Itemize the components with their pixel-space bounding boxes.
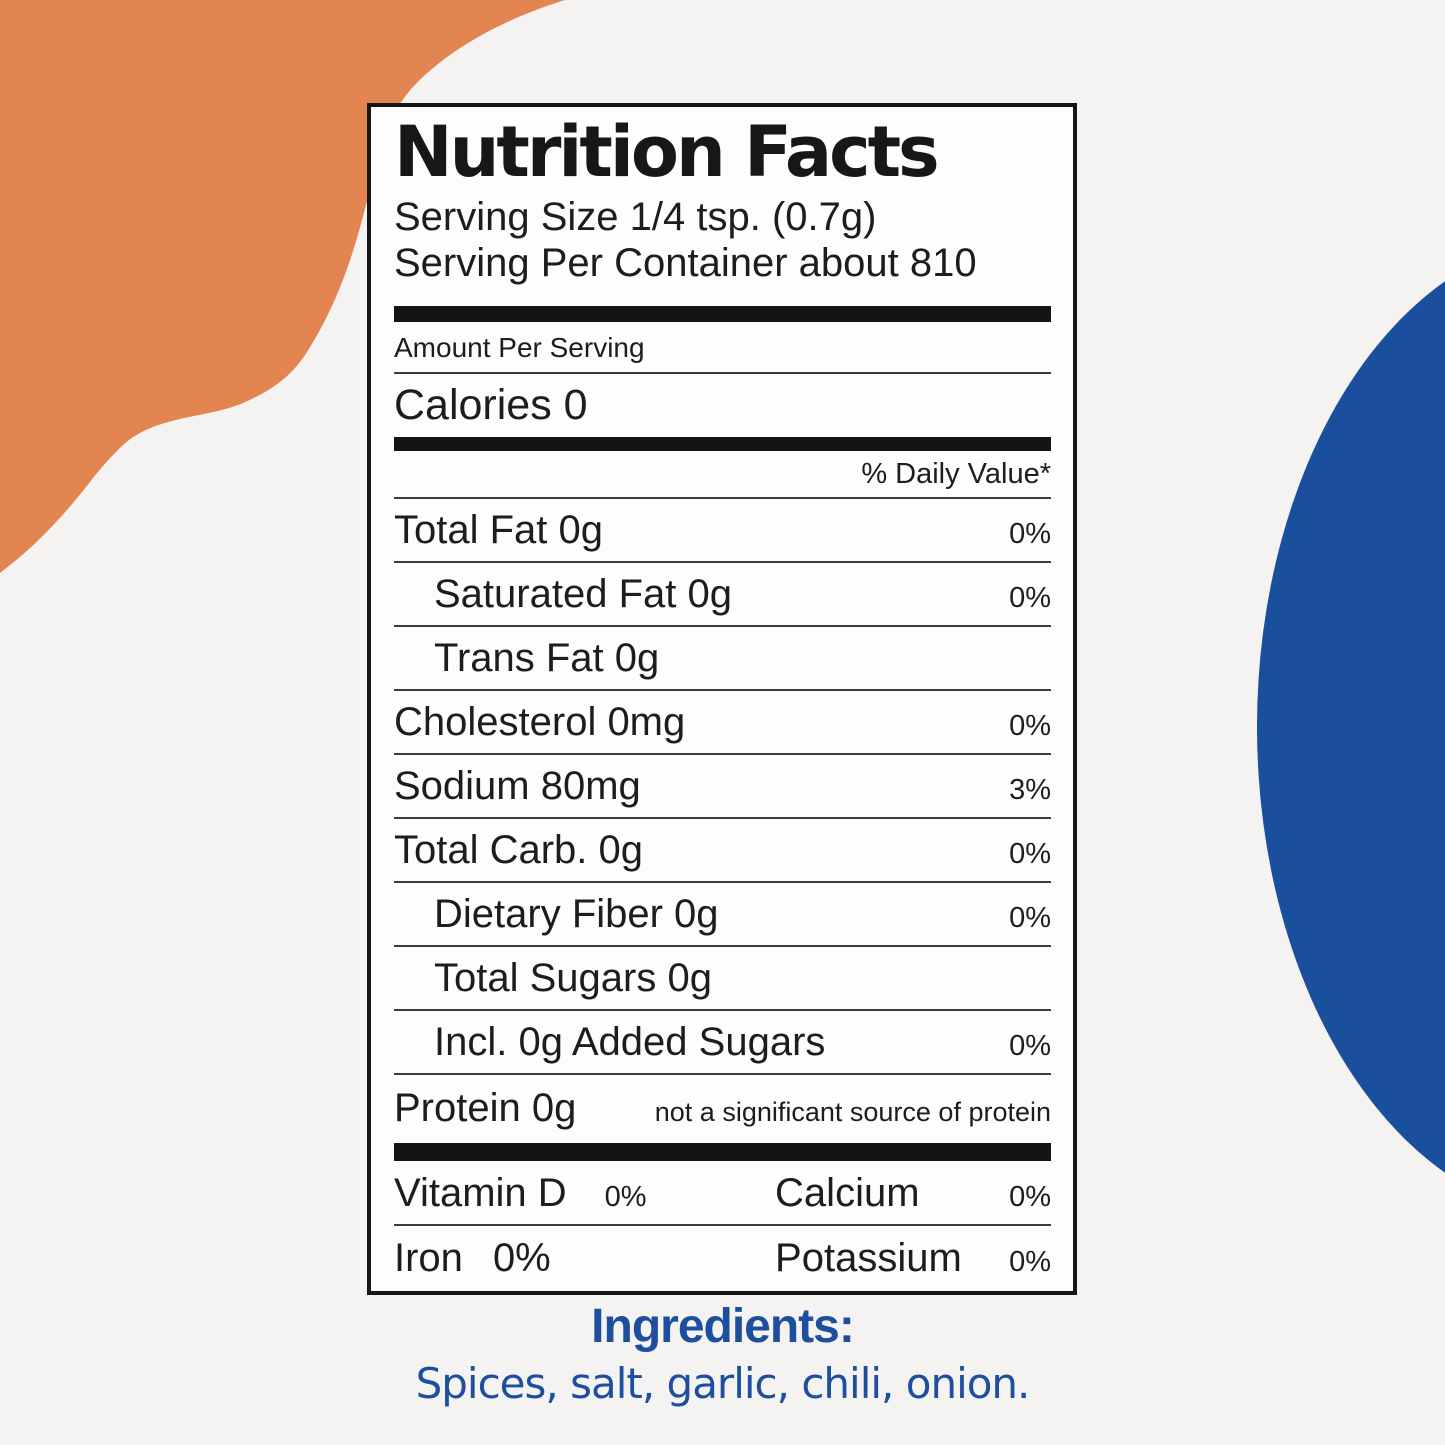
nutrient-name: Total Sugars 0g: [434, 956, 712, 1001]
nutrient-name: Cholesterol 0mg: [394, 700, 686, 745]
nutrition-row-cholesterol: Cholesterol 0mg 0%: [394, 691, 1051, 756]
nutrition-row-added-sugars: Incl. 0g Added Sugars 0%: [394, 1011, 1051, 1076]
nutrition-label: Nutrition Facts Serving Size 1/4 tsp. (0…: [367, 103, 1077, 1295]
calcium-cell: Calcium 0%: [775, 1172, 1051, 1214]
protein-note: not a significant source of protein: [654, 1097, 1051, 1128]
nutrient-percent: 0%: [1009, 1181, 1051, 1214]
nutrient-percent: 0%: [1009, 518, 1051, 551]
separator-bar-thick: [394, 436, 1051, 451]
calories-text: Calories 0: [394, 380, 588, 429]
ingredients-section: Ingredients: Spices, salt, garlic, chili…: [0, 1303, 1445, 1405]
nutrition-row-total-sugars: Total Sugars 0g: [394, 947, 1051, 1012]
amount-per-serving-text: Amount Per Serving: [394, 322, 1051, 374]
nutrition-facts-title: Nutrition Facts: [394, 111, 940, 193]
nutrient-name: Trans Fat 0g: [434, 636, 660, 681]
nutrient-percent: 0%: [492, 1236, 551, 1281]
nutrition-row-saturated-fat: Saturated Fat 0g 0%: [394, 563, 1051, 628]
nutrient-percent: 0%: [1009, 902, 1051, 935]
iron-cell: Iron 0%: [394, 1237, 775, 1279]
vitamin-d-cell: Vitamin D 0%: [394, 1172, 775, 1214]
blue-circle-shape: [1257, 281, 1445, 1173]
nutrient-name: Total Fat 0g: [394, 508, 604, 553]
nutrient-name: Saturated Fat 0g: [434, 572, 732, 617]
nutrient-name: Dietary Fiber 0g: [434, 892, 719, 937]
separator-bar-thick: [394, 306, 1051, 323]
nutrient-percent: 0%: [604, 1181, 647, 1214]
micronutrient-row-2: Iron 0% Potassium 0%: [394, 1226, 1051, 1289]
nutrient-name: Vitamin D: [394, 1171, 567, 1216]
nutrient-name: Total Carb. 0g: [394, 828, 644, 873]
nutrient-percent: 0%: [1009, 838, 1051, 871]
nutrition-row-trans-fat: Trans Fat 0g: [394, 627, 1051, 692]
nutrient-percent: 3%: [1009, 774, 1051, 807]
nutrient-name: Iron: [394, 1236, 463, 1281]
nutrition-row-total-carb: Total Carb. 0g 0%: [394, 819, 1051, 884]
nutrient-name: Sodium 80mg: [394, 764, 641, 809]
nutrition-row-sodium: Sodium 80mg 3%: [394, 755, 1051, 820]
nutrient-percent: 0%: [1009, 710, 1051, 743]
ingredients-heading: Ingredients:: [591, 1300, 855, 1353]
micronutrient-row-1: Vitamin D 0% Calcium 0%: [394, 1161, 1051, 1227]
daily-value-header: % Daily Value*: [394, 451, 1051, 500]
servings-per-container-text: Serving Per Container about 810: [394, 240, 977, 285]
nutrient-name: Incl. 0g Added Sugars: [434, 1020, 826, 1065]
nutrient-percent: 0%: [1009, 1030, 1051, 1063]
separator-bar-thick: [394, 1143, 1051, 1162]
nutrition-row-total-fat: Total Fat 0g 0%: [394, 499, 1051, 564]
nutrition-row-dietary-fiber: Dietary Fiber 0g 0%: [394, 883, 1051, 948]
potassium-cell: Potassium 0%: [775, 1237, 1051, 1279]
nutrient-percent: 0%: [1009, 582, 1051, 615]
nutrient-name: Potassium: [775, 1236, 962, 1281]
nutrient-percent: 0%: [1009, 1246, 1051, 1279]
ingredients-list: Spices, salt, garlic, chili, onion.: [415, 1359, 1031, 1408]
nutrient-name: Protein 0g: [394, 1086, 577, 1131]
nutrient-name: Calcium: [775, 1171, 920, 1216]
nutrition-row-protein: Protein 0g not a significant source of p…: [394, 1075, 1051, 1143]
serving-size-text: Serving Size 1/4 tsp. (0.7g): [394, 194, 877, 239]
